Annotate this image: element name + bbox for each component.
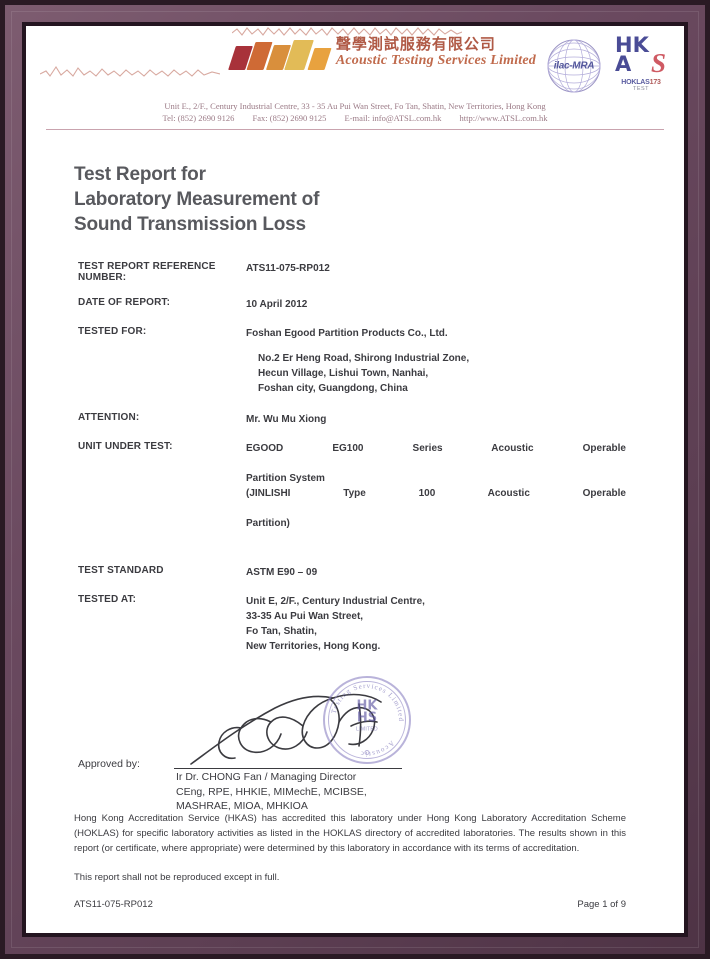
hkas-s-letter: S <box>650 48 666 78</box>
signatory-credentials-2: MASHRAE, MIOA, MHKIOA <box>176 800 308 813</box>
hkas-accreditation-number: 173 <box>649 79 661 86</box>
letterhead-divider <box>46 128 664 130</box>
atsl-english-name: Acoustic Testing Services Limited <box>335 53 536 69</box>
seal-hk-line-1: HK <box>356 698 378 714</box>
signatory-name-title: Ir Dr. CHONG Fan / Managing Director <box>176 771 357 784</box>
field-label-tested-at: TESTED AT: <box>78 594 137 606</box>
atsl-logo-wordmark: 聲學測試服務有限公司 Acoustic Testing Services Lim… <box>231 27 536 69</box>
accreditation-statement: Hong Kong Accreditation Service (HKAS) h… <box>74 813 626 854</box>
hkas-scheme-label: HOKLAS173 <box>612 79 670 86</box>
tested-at-line-2: 33-35 Au Pui Wan Street, <box>246 611 364 623</box>
report-metadata-fields: TEST REPORT REFERENCE NUMBER: ATS11-075-… <box>78 261 644 654</box>
atsl-logo: 聲學測試服務有限公司 Acoustic Testing Services Lim… <box>227 27 536 70</box>
signature-area: Testing Services Limited Acoustic HK HS … <box>78 676 644 812</box>
letterhead-email: E-mail: info@ATSL.com.hk <box>344 113 442 124</box>
field-tested-at: TESTED AT: Unit E, 2/F., Century Industr… <box>78 594 644 654</box>
seal-hk-line-2: HS <box>356 710 378 726</box>
client-address-line-2: Hecun Village, Lishui Town, Nanhai, <box>258 368 429 380</box>
field-value-reference: ATS11-075-RP012 <box>246 263 330 275</box>
tested-at-line-4: New Territories, Hong Kong. <box>246 641 381 653</box>
letterhead-website: http://www.ATSL.com.hk <box>459 113 548 124</box>
signatory-details: Ir Dr. CHONG Fan / Managing Director CEn… <box>176 770 367 813</box>
report-page: 聲學測試服務有限公司 Acoustic Testing Services Lim… <box>26 26 684 933</box>
uut-line-1: EGOOD EG100 Series Acoustic Operable <box>246 443 626 455</box>
uut-line-4: Partition) <box>246 518 290 530</box>
field-label-date: DATE OF REPORT: <box>78 297 171 309</box>
field-unit-under-test: UNIT UNDER TEST: EGOOD EG100 Series Acou… <box>78 441 644 531</box>
letterhead-contact: Tel: (852) 2690 9126 Fax: (852) 2690 912… <box>40 112 670 124</box>
letterhead-address: Unit E., 2/F., Century Industrial Centre… <box>164 101 546 111</box>
field-tested-for: TESTED FOR: Foshan Egood Partition Produ… <box>78 326 644 341</box>
signature-line <box>174 768 402 770</box>
field-label-tested-for: TESTED FOR: <box>78 326 147 338</box>
seal-limited-label: LIMITED <box>356 727 378 734</box>
field-test-report-reference: TEST REPORT REFERENCE NUMBER: ATS11-075-… <box>78 261 644 283</box>
field-attention: ATTENTION: Mr. Wu Mu Xiong <box>78 412 644 427</box>
field-value-tested-for: Foshan Egood Partition Products Co., Ltd… <box>246 328 448 340</box>
tested-at-line-3: Fo Tan, Shatin, <box>246 626 317 638</box>
field-label-attention: ATTENTION: <box>78 412 140 424</box>
page-title-line-3: Sound Transmission Loss <box>74 214 306 236</box>
seal-center-mark: HK HS LIMITED <box>356 698 378 734</box>
hkas-letters: HK A S <box>612 33 670 78</box>
report-body: Test Report for Laboratory Measurement o… <box>26 136 684 910</box>
seal-outer-ring <box>323 676 411 765</box>
letterhead-tel: Tel: (852) 2690 9126 <box>162 113 235 124</box>
ilac-mra-logo: ilac-MRA <box>546 38 602 94</box>
hkas-logo: HK A S HOKLAS173 TEST <box>612 33 670 92</box>
field-value-attention: Mr. Wu Mu Xiong <box>246 414 327 426</box>
footer-page-indicator: Page 1 of 9 <box>577 899 626 911</box>
field-label-reference: TEST REPORT REFERENCE NUMBER: <box>78 261 216 284</box>
field-label-unit-under-test: UNIT UNDER TEST: <box>78 441 173 453</box>
atsl-logo-mark <box>227 36 332 70</box>
svg-text:Acoustic: Acoustic <box>359 739 396 758</box>
approved-by-label: Approved by: <box>78 758 140 771</box>
section-spacer <box>78 545 644 565</box>
seal-inner-ring <box>328 681 406 760</box>
ilac-globe-icon <box>547 39 601 93</box>
field-value-tested-at: Unit E, 2/F., Century Industrial Centre,… <box>246 594 644 654</box>
tested-at-line-1: Unit E, 2/F., Century Industrial Centre, <box>246 596 425 608</box>
field-value-test-standard: ASTM E90 – 09 <box>246 567 318 579</box>
atsl-chinese-name: 聲學測試服務有限公司 <box>335 35 496 54</box>
page-footer: ATS11-075-RP012 Page 1 of 9 <box>74 899 626 910</box>
company-seal-stamp: Testing Services Limited Acoustic HK HS … <box>323 676 411 765</box>
letterhead-logos: 聲學測試服務有限公司 Acoustic Testing Services Lim… <box>40 27 670 98</box>
page-title-line-1: Test Report for <box>74 164 206 185</box>
hkas-test-label: TEST <box>632 86 650 92</box>
letterhead: 聲學測試服務有限公司 Acoustic Testing Services Lim… <box>26 26 684 136</box>
signatory-credentials-1: CEng, RPE, HHKIE, MIMechE, MCIBSE, <box>176 785 367 798</box>
uut-line-3: (JINLISHI Type 100 Acoustic Operable <box>246 488 626 500</box>
seal-bottom-dot <box>364 750 370 756</box>
document-frame-inner: 聲學測試服務有限公司 Acoustic Testing Services Lim… <box>22 22 688 937</box>
page-title-line-2: Laboratory Measurement of <box>74 189 320 211</box>
page-title: Test Report for Laboratory Measurement o… <box>74 162 644 237</box>
hkas-a-letter: A <box>615 52 632 77</box>
footer-report-reference: ATS11-075-RP012 <box>74 899 153 911</box>
client-address-line-1: No.2 Er Heng Road, Shirong Industrial Zo… <box>258 353 470 365</box>
client-address-line-3: Foshan city, Guangdong, China <box>258 383 408 395</box>
field-value-date: 10 April 2012 <box>246 299 308 311</box>
field-test-standard: TEST STANDARD ASTM E90 – 09 <box>78 565 644 580</box>
letterhead-fax: Fax: (852) 2690 9125 <box>252 113 327 124</box>
hkas-hk-letters: HK <box>615 33 649 57</box>
reproduction-note: This report shall not be reproduced exce… <box>74 872 280 884</box>
document-frame-border: 聲學測試服務有限公司 Acoustic Testing Services Lim… <box>5 5 705 954</box>
field-date-of-report: DATE OF REPORT: 10 April 2012 <box>78 297 644 312</box>
hkas-scheme-name: HOKLAS <box>621 79 650 86</box>
ilac-mra-label: ilac-MRA <box>553 60 595 72</box>
field-label-test-standard: TEST STANDARD <box>78 565 164 577</box>
uut-line-2: Partition System <box>246 473 325 485</box>
client-address: No.2 Er Heng Road, Shirong Industrial Zo… <box>258 351 644 396</box>
field-value-unit-under-test: EGOOD EG100 Series Acoustic Operable Par… <box>246 441 644 531</box>
